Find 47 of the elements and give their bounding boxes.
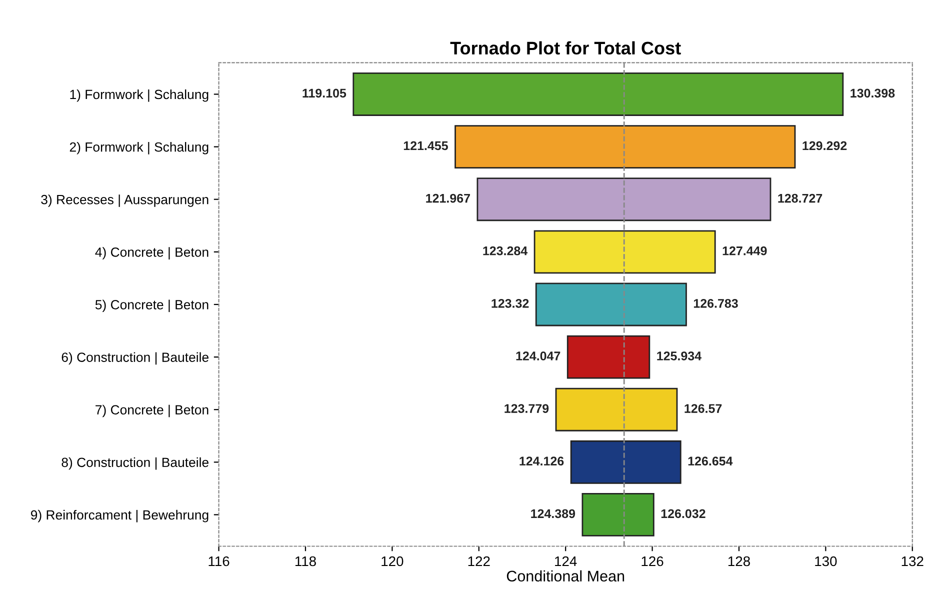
- x-axis-title: Conditional Mean: [506, 570, 624, 582]
- y-tick-label: 4) Concrete | Beton: [95, 247, 208, 260]
- annotation: 125.934: [657, 352, 702, 360]
- annotation: 121.455: [404, 141, 448, 150]
- annotation: 119.105: [302, 88, 346, 98]
- x-tick-label: 132: [902, 556, 924, 566]
- x-tick-label: 124: [555, 556, 577, 566]
- annotation: 126.57: [684, 404, 722, 413]
- annotation: 123.284: [483, 246, 528, 256]
- annotation: 126.783: [694, 298, 738, 308]
- x-tick-label: 116: [208, 556, 230, 566]
- bar: [566, 335, 650, 379]
- annotation: 124.047: [516, 352, 560, 360]
- bar: [476, 178, 772, 222]
- annotation: 124.389: [531, 509, 576, 518]
- annotation: 121.967: [426, 194, 470, 203]
- annotation: 124.126: [520, 456, 564, 466]
- bar: [454, 125, 796, 169]
- bar: [570, 440, 682, 484]
- chart-title: Tornado Plot for Total Cost: [450, 41, 681, 55]
- bar: [534, 230, 716, 274]
- y-tick-label: 9) Reinforcament | Bewehrung: [30, 510, 208, 522]
- x-tick-label: 122: [468, 556, 490, 566]
- annotation: 123.32: [492, 298, 529, 308]
- y-tick-label: 1) Formwork | Schalung: [70, 89, 208, 102]
- x-tick-label: 118: [295, 556, 316, 566]
- x-tick-label: 130: [815, 556, 837, 566]
- y-tick-label: 2) Formwork | Schalung: [70, 142, 208, 154]
- bar: [535, 282, 687, 326]
- annotation: 126.032: [661, 509, 706, 518]
- bar: [555, 388, 678, 432]
- annotation: 123.779: [504, 404, 549, 413]
- annotation: 127.449: [722, 246, 767, 256]
- bar: [352, 72, 844, 116]
- annotation: 126.654: [688, 456, 733, 466]
- y-tick-label: 7) Concrete | Beton: [96, 404, 208, 418]
- x-tick-label: 120: [382, 556, 404, 566]
- bar: [582, 493, 654, 536]
- x-tick-label: 126: [642, 556, 664, 566]
- y-tick-label: 8) Construction | Bauteile: [62, 457, 208, 470]
- y-tick-label: 3) Recesses | Aussparungen: [41, 194, 208, 207]
- y-tick-label: 5) Concrete | Beton: [95, 300, 208, 312]
- annotation: 130.398: [850, 88, 895, 98]
- y-tick-label: 6) Construction | Bauteile: [62, 352, 208, 365]
- annotation: 128.727: [778, 194, 822, 203]
- x-tick-label: 128: [728, 556, 750, 566]
- annotation: 129.292: [802, 141, 847, 150]
